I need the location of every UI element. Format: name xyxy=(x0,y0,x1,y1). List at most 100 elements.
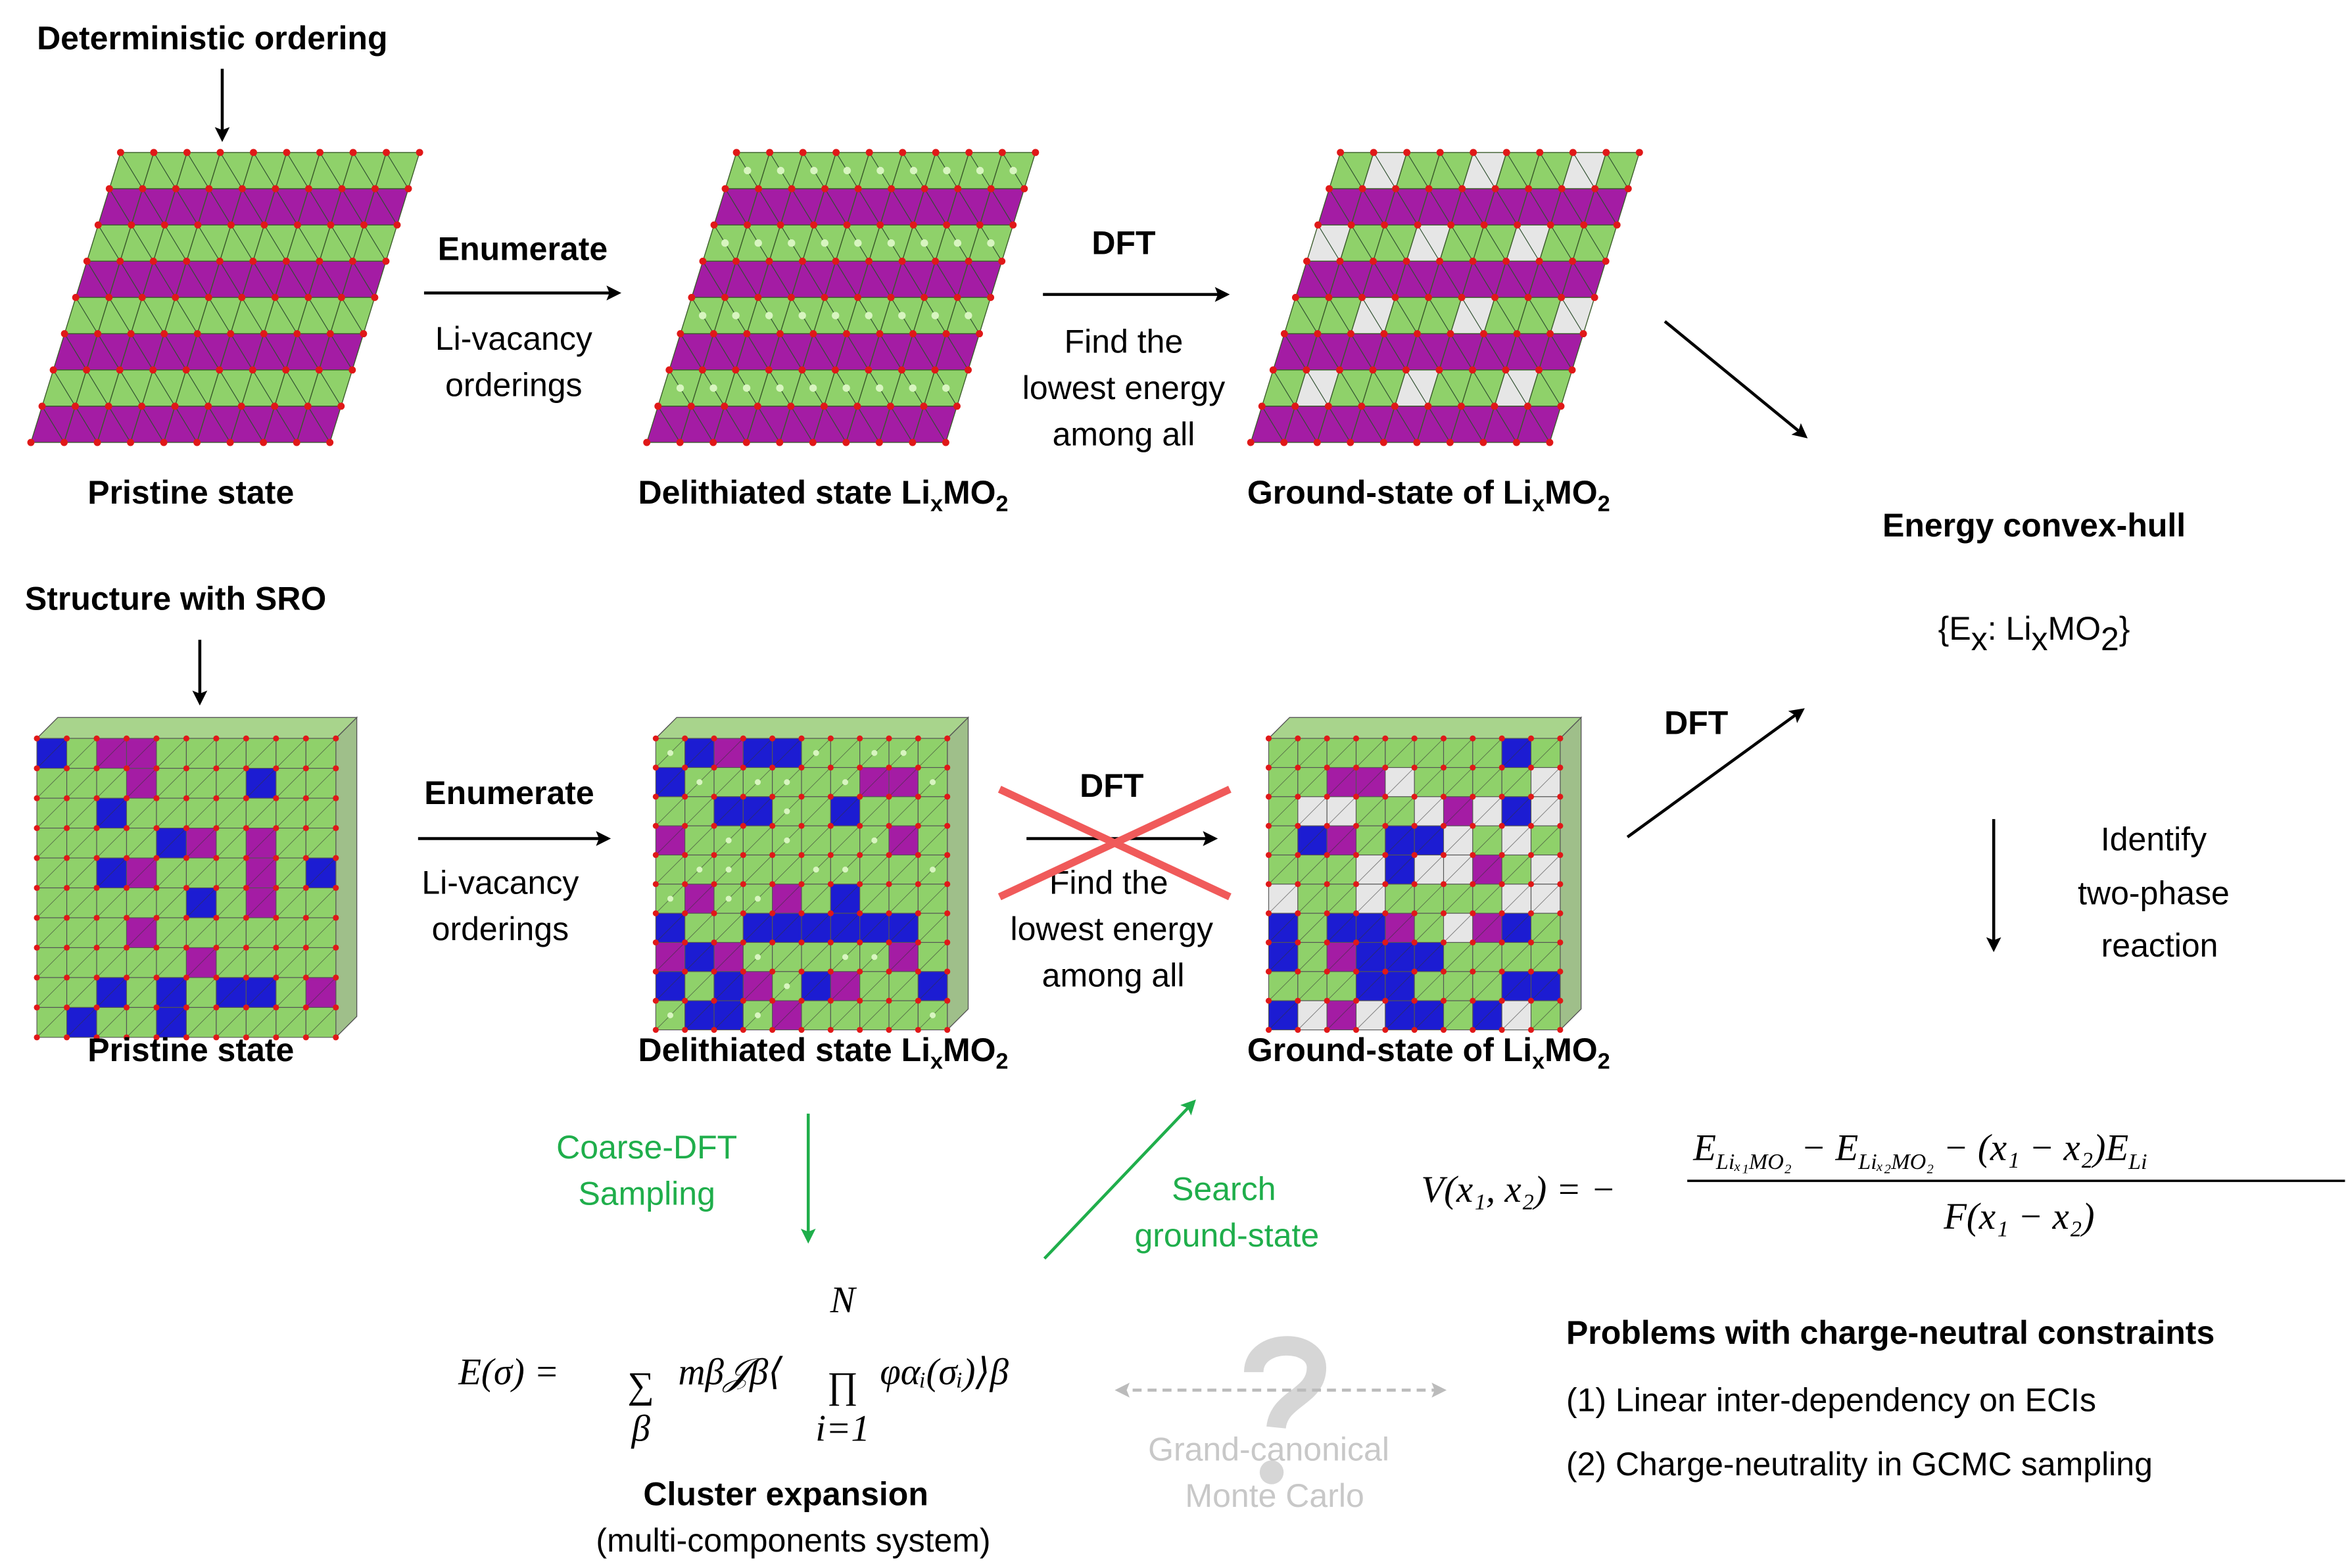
oxygen xyxy=(1441,852,1447,858)
caption: Pristine state xyxy=(87,474,294,511)
oxygen xyxy=(260,439,267,446)
oxygen xyxy=(1528,968,1534,974)
oxygen xyxy=(1499,968,1505,974)
oxygen xyxy=(1499,939,1505,945)
oxygen xyxy=(1580,330,1587,337)
li-site xyxy=(799,312,806,319)
oxygen xyxy=(333,974,339,980)
oxygen xyxy=(653,765,659,771)
oxygen xyxy=(711,765,717,771)
oxygen xyxy=(273,974,279,980)
oxygen xyxy=(1324,911,1330,916)
oxygen xyxy=(732,366,739,373)
oxygen xyxy=(944,852,950,858)
li-site xyxy=(821,239,828,247)
oxygen xyxy=(1412,911,1418,916)
oxygen xyxy=(243,885,249,891)
oxygen xyxy=(337,402,345,410)
oxygen xyxy=(1557,852,1563,858)
li-site xyxy=(709,385,717,392)
oxygen xyxy=(106,185,113,193)
oxygen xyxy=(94,330,101,337)
oxygen xyxy=(915,765,921,771)
oxygen xyxy=(124,915,130,920)
oxygen xyxy=(93,974,99,980)
oxygen xyxy=(1536,149,1543,156)
li-site xyxy=(732,312,739,319)
oxygen xyxy=(1425,294,1432,301)
oxygen xyxy=(350,149,357,156)
oxygen xyxy=(843,330,850,337)
voltage-numerator: ELiₓ₁MO₂ − ELiₓ₂MO₂ − (x₁ − x₂)ELi xyxy=(1692,1127,2147,1174)
oxygen xyxy=(886,911,892,916)
li-site xyxy=(784,983,790,989)
li-site xyxy=(755,1012,761,1018)
oxygen xyxy=(303,765,309,771)
oxygen xyxy=(1336,366,1343,373)
ce-term: mβ𝒥β⟨ xyxy=(678,1351,783,1392)
caption-sub: x xyxy=(930,1049,943,1074)
oxygen xyxy=(1009,222,1017,229)
oxygen xyxy=(1353,881,1359,887)
oxygen xyxy=(153,736,159,742)
oxygen xyxy=(183,796,189,801)
oxygen xyxy=(855,185,862,193)
oxygen xyxy=(153,825,159,831)
caption-sub: 2 xyxy=(996,492,1009,517)
oxygen xyxy=(857,881,863,887)
oxygen xyxy=(327,330,334,337)
oxygen xyxy=(1353,765,1359,771)
oxygen xyxy=(1324,939,1330,945)
oxygen xyxy=(1280,439,1287,446)
oxygen xyxy=(754,294,761,301)
oxygen xyxy=(205,185,212,193)
oxygen xyxy=(976,222,984,229)
oxygen xyxy=(316,258,323,265)
oxygen xyxy=(1303,258,1310,265)
oxygen xyxy=(965,149,972,156)
oxygen xyxy=(740,968,746,974)
oxygen xyxy=(886,765,892,771)
oxygen xyxy=(1337,149,1344,156)
oxygen xyxy=(809,330,817,337)
oxygen xyxy=(711,736,717,742)
li-site xyxy=(809,385,817,392)
oxygen xyxy=(1369,366,1376,373)
oxygen xyxy=(740,998,746,1004)
oxygen xyxy=(711,998,717,1004)
oxygen xyxy=(809,439,817,446)
oxygen xyxy=(39,402,46,410)
oxygen xyxy=(1557,998,1563,1004)
step-note: among all xyxy=(1042,957,1185,994)
oxygen xyxy=(160,439,168,446)
oxygen xyxy=(1470,149,1477,156)
oxygen xyxy=(1266,998,1272,1004)
green-note: Sampling xyxy=(578,1176,715,1212)
formula-sub: 2 xyxy=(2101,621,2119,657)
li-site xyxy=(932,312,939,319)
oxygen xyxy=(303,825,309,831)
oxygen xyxy=(172,185,180,193)
top-face xyxy=(1269,717,1581,738)
oxygen xyxy=(987,294,994,301)
oxygen xyxy=(910,222,917,229)
oxygen xyxy=(821,402,828,410)
oxygen xyxy=(303,915,309,920)
oxygen xyxy=(1441,939,1447,945)
oxygen xyxy=(653,736,659,742)
oxygen xyxy=(1353,968,1359,974)
oxygen xyxy=(743,439,750,446)
step-note: orderings xyxy=(445,367,582,404)
oxygen xyxy=(124,1005,130,1010)
oxygen xyxy=(1353,911,1359,916)
oxygen xyxy=(777,222,784,229)
oxygen xyxy=(722,185,729,193)
oxygen xyxy=(769,794,775,799)
oxygen xyxy=(1499,823,1505,829)
hull-formula: {Ex: LixMO2} xyxy=(1938,610,2130,657)
oxygen xyxy=(227,222,235,229)
oxygen xyxy=(1491,402,1498,410)
oxygen xyxy=(93,945,99,951)
oxygen xyxy=(1525,294,1532,301)
oxygen xyxy=(799,258,806,265)
